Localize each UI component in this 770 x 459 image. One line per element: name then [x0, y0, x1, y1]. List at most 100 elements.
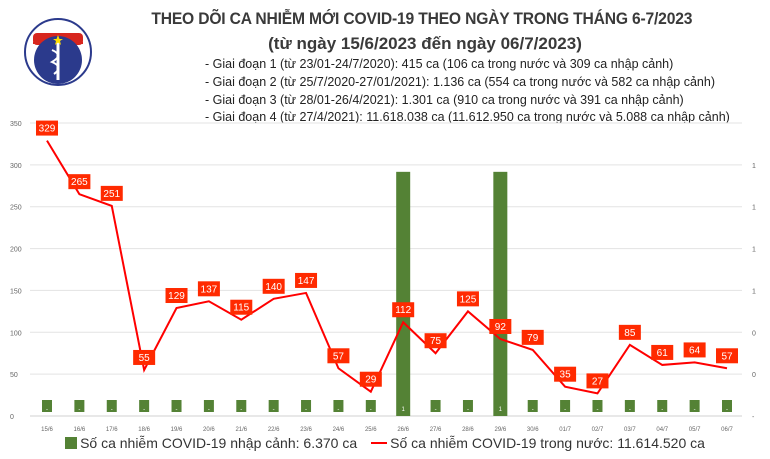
bar-data-label: -: [435, 407, 437, 413]
bar-import: [592, 400, 603, 412]
x-tick-label: 26/6: [397, 427, 409, 433]
bar-data-label: -: [46, 407, 48, 413]
bar-data-label: -: [273, 407, 275, 413]
x-tick-label: 24/6: [333, 427, 345, 433]
data-label-box: [586, 373, 609, 389]
left-tick-label: 250: [10, 205, 22, 212]
bar-data-label: -: [240, 407, 242, 413]
data-label-box: [554, 366, 577, 382]
line-data-label: 57: [721, 351, 733, 362]
x-tick-label: 16/6: [74, 427, 86, 433]
ministry-of-health-logo: [24, 18, 92, 86]
data-label-box: [68, 174, 91, 190]
x-tick-label: 30/6: [527, 427, 539, 433]
data-label-box: [489, 318, 512, 334]
left-tick-label: 300: [10, 163, 22, 170]
right-tick-label: -: [752, 414, 755, 421]
x-tick-label: 25/6: [365, 427, 377, 433]
line-data-label: 61: [657, 348, 669, 359]
bar-data-label: -: [694, 407, 696, 413]
left-tick-label: 50: [10, 372, 18, 379]
legend-item-import: Số ca nhiễm COVID-19 nhập cảnh: 6.370 ca: [65, 435, 357, 451]
bar-data-label: -: [111, 407, 113, 413]
data-label-box: [521, 329, 544, 345]
bar-import: [365, 400, 376, 412]
line-data-label: 265: [71, 177, 88, 188]
data-label-box: [392, 302, 415, 318]
data-label-box: [359, 371, 382, 387]
line-data-label: 79: [527, 333, 539, 344]
data-label-box: [133, 349, 156, 365]
x-tick-label: 29/6: [494, 427, 506, 433]
line-data-label: 115: [233, 303, 249, 314]
bar-import: [527, 400, 538, 412]
line-data-label: 251: [103, 189, 120, 200]
bar-data-label: -: [629, 407, 631, 413]
bar-import: [430, 400, 441, 412]
line-data-label: 129: [168, 291, 185, 302]
bar-data-label: -: [305, 407, 307, 413]
x-tick-label: 01/7: [559, 427, 571, 433]
line-data-label: 147: [298, 276, 315, 287]
legend-label-import: Số ca nhiễm COVID-19 nhập cảnh: 6.370 ca: [80, 435, 358, 451]
right-tick-label: 1: [752, 288, 756, 295]
legend-label-domestic: Số ca nhiễm COVID-19 trong nước: 11.614.…: [390, 435, 705, 451]
data-label-box: [262, 278, 285, 294]
data-label-box: [230, 299, 253, 315]
x-tick-label: 17/6: [106, 427, 118, 433]
note-phase-4: - Giai đoạn 4 (từ 27/4/2021): 11.618.038…: [205, 110, 730, 124]
bar-import: [462, 400, 473, 412]
x-tick-label: 18/6: [138, 427, 150, 433]
data-label-box: [327, 348, 350, 364]
bar-import: [722, 400, 732, 412]
bar-import: [624, 400, 635, 412]
bar-data-label: -: [208, 407, 210, 413]
left-tick-label: 150: [10, 288, 22, 295]
right-tick-label: 0: [752, 372, 756, 379]
bar-data-label: -: [564, 407, 566, 413]
bar-data-label: -: [596, 407, 598, 413]
bar-import: [689, 400, 700, 412]
legend-item-domestic: Số ca nhiễm COVID-19 trong nước: 11.614.…: [371, 435, 705, 451]
x-tick-label: 23/6: [300, 427, 312, 433]
bar-data-label: -: [661, 407, 663, 413]
line-data-label: 57: [333, 351, 345, 362]
data-label-box: [100, 185, 123, 201]
data-label-box: [651, 344, 674, 360]
x-tick-label: 21/6: [235, 427, 247, 433]
bar-import: [396, 171, 411, 416]
bar-data-label: -: [78, 407, 80, 413]
line-data-label: 125: [460, 294, 477, 305]
line-domestic: [46, 140, 728, 395]
bar-data-label: -: [176, 407, 178, 413]
line-data-label: 140: [265, 282, 282, 293]
legend: Số ca nhiễm COVID-19 nhập cảnh: 6.370 ca…: [0, 435, 770, 451]
line-data-label: 112: [395, 305, 411, 316]
line-data-label: 329: [39, 124, 56, 135]
bar-import: [236, 400, 247, 412]
bar-import: [74, 400, 85, 412]
x-tick-label: 22/6: [268, 427, 280, 433]
bar-data-label: -: [143, 407, 145, 413]
line-data-label: 35: [560, 370, 572, 381]
bar-import: [42, 400, 52, 412]
bar-import: [560, 400, 571, 412]
line-data-label: 85: [624, 328, 636, 339]
x-tick-label: 03/7: [624, 427, 636, 433]
right-tick-label: 0: [752, 330, 756, 337]
x-tick-label: 05/7: [689, 427, 701, 433]
legend-line-swatch: [371, 442, 388, 444]
data-label-box: [683, 342, 706, 358]
note-phase-1: - Giai đoạn 1 (từ 23/01-24/7/2020): 415 …: [205, 57, 674, 71]
bar-import: [106, 400, 117, 412]
line-data-label: 29: [365, 375, 377, 386]
line-data-label: 27: [592, 376, 604, 387]
note-phase-2: - Giai đoạn 2 (từ 25/7/2020-27/01/2021):…: [205, 75, 715, 89]
x-tick-label: 04/7: [656, 427, 668, 433]
chart-subtitle: (từ ngày 15/6/2023 đến ngày 06/7/2023): [268, 34, 582, 53]
bar-data-label: 1: [499, 407, 503, 413]
right-tick-label: 1: [752, 163, 756, 170]
data-label-box: [456, 291, 479, 307]
